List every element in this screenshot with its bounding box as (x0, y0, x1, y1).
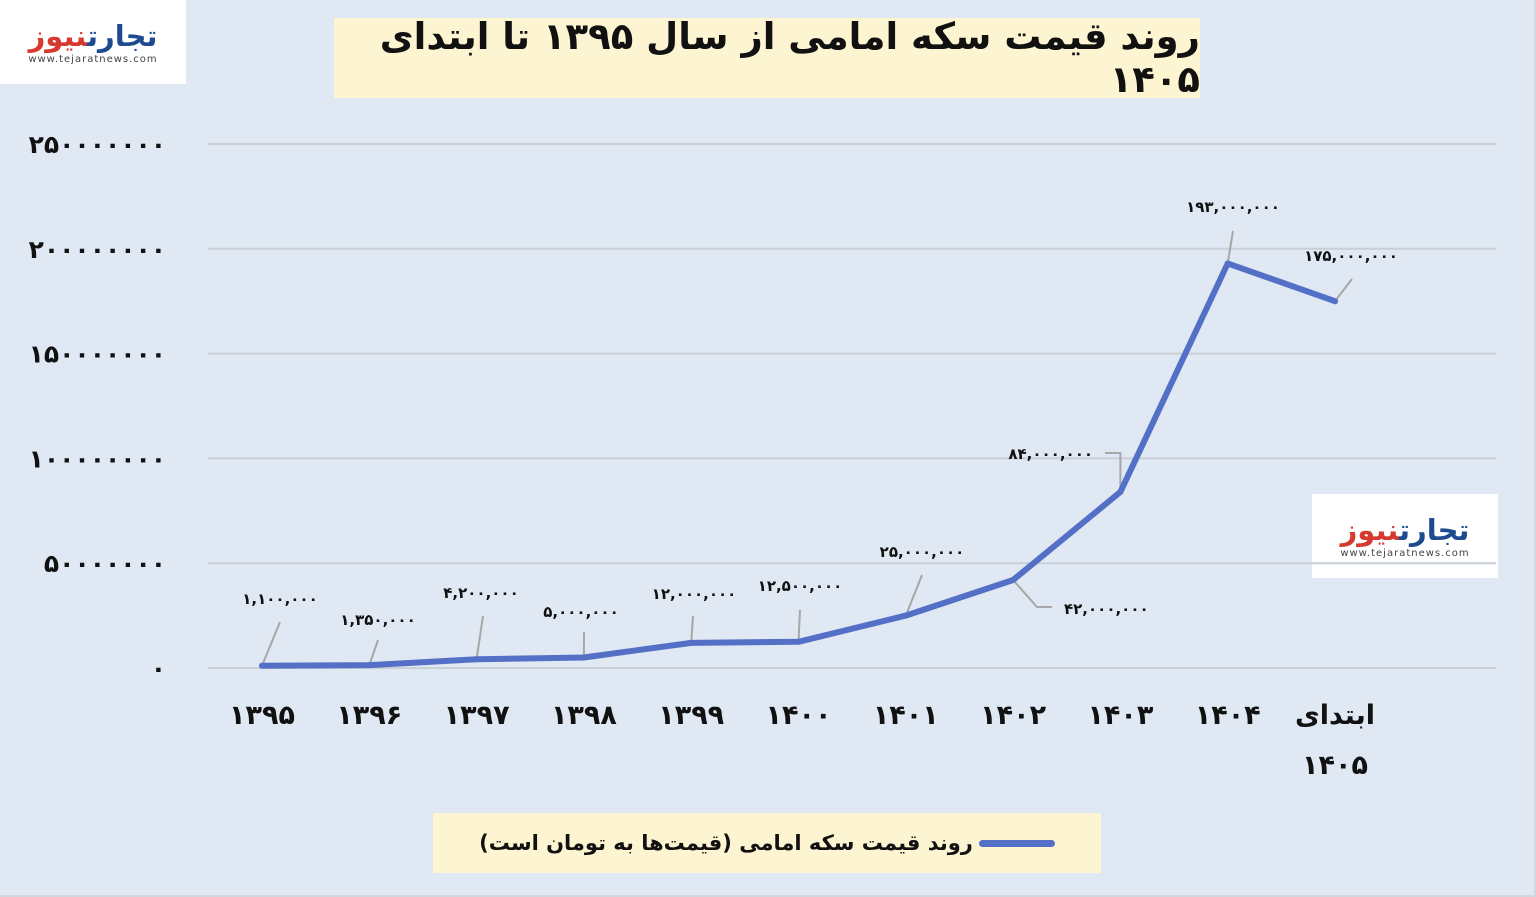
data-label-leader (368, 639, 379, 666)
x-tick-label: ۱۴۰۴ (1195, 700, 1261, 731)
data-label-leader (690, 615, 694, 643)
y-tick-label: ۰ (151, 654, 166, 683)
data-label: ۱,۱۰۰,۰۰۰ (242, 590, 317, 608)
legend-swatch (978, 839, 1055, 847)
logo-name-part1: تجارت (1399, 513, 1470, 547)
data-label: ۴,۲۰۰,۰۰۰ (443, 584, 518, 602)
y-tick-label: ۵۰۰۰۰۰۰۰ (44, 549, 166, 578)
data-point (580, 654, 587, 661)
x-tick-label: ۱۳۹۶ (336, 700, 402, 731)
chart-title-box: روند قیمت سکه امامی از سال ۱۳۹۵ تا ابتدا… (334, 15, 1200, 101)
y-tick-label: ۲۵۰۰۰۰۰۰۰ (29, 130, 166, 159)
x-tick-label: ابتدای (1295, 700, 1375, 731)
y-tick-label: ۱۵۰۰۰۰۰۰۰ (29, 340, 166, 369)
x-tick-label: ۱۳۹۷ (444, 700, 510, 731)
legend-label: روند قیمت سکه امامی (قیمت‌ها به تومان اس… (479, 831, 973, 855)
y-tick-label: ۱۰۰۰۰۰۰۰۰ (29, 444, 166, 473)
data-label-leader (1334, 278, 1353, 302)
logo-top: تجارتنیوز www.tejaratnews.com (0, 0, 186, 84)
series-line (259, 260, 1338, 669)
data-point (259, 662, 265, 669)
legend: روند قیمت سکه امامی (قیمت‌ها به تومان اس… (433, 813, 1101, 873)
data-label-leader (261, 621, 281, 667)
data-label: ۱,۳۵۰,۰۰۰ (340, 611, 415, 629)
logo-name: تجارتنیوز (1341, 513, 1470, 547)
data-label: ۱۹۳,۰۰۰,۰۰۰ (1186, 198, 1280, 216)
data-point (1117, 488, 1124, 495)
data-label-leader (904, 574, 923, 616)
data-point (366, 662, 373, 669)
logo-name-part2: نیوز (28, 19, 88, 53)
x-tick-label: ۱۴۰۰ (766, 700, 832, 731)
data-label-leader (797, 609, 801, 642)
data-label: ۱۲,۰۰۰,۰۰۰ (652, 585, 737, 603)
data-point (688, 639, 695, 646)
data-label: ۱۲,۵۰۰,۰۰۰ (758, 577, 843, 595)
chart-title: روند قیمت سکه امامی از سال ۱۳۹۵ تا ابتدا… (379, 15, 1200, 101)
data-point (795, 638, 802, 645)
x-tick-label: ۱۳۹۵ (229, 700, 295, 731)
logo-url: www.tejaratnews.com (1340, 548, 1470, 559)
data-point (473, 656, 480, 663)
x-tick-label: ۱۴۰۵ (1302, 750, 1368, 781)
data-label: ۵,۰۰۰,۰۰۰ (543, 603, 618, 621)
data-label: ۲۵,۰۰۰,۰۰۰ (880, 543, 965, 561)
data-label-leader (1012, 579, 1052, 608)
logo-name: تجارتنیوز (29, 19, 158, 53)
x-tick-label: ۱۴۰۳ (1087, 700, 1153, 731)
data-label-leader (1105, 452, 1122, 492)
data-label: ۱۷۵,۰۰۰,۰۰۰ (1304, 247, 1398, 265)
logo-name-part1: تجارت (87, 19, 158, 53)
x-tick-label: ۱۴۰۲ (980, 700, 1046, 731)
logo-name-part2: نیوز (1340, 513, 1400, 547)
data-point (1224, 260, 1231, 267)
data-label: ۴۲,۰۰۰,۰۰۰ (1064, 600, 1149, 618)
x-tick-label: ۱۳۹۹ (658, 700, 724, 731)
data-label: ۸۴,۰۰۰,۰۰۰ (1008, 445, 1093, 463)
logo-url: www.tejaratnews.com (28, 54, 158, 65)
data-point (1010, 576, 1017, 583)
data-point (1332, 298, 1338, 305)
data-label-leader (475, 615, 484, 660)
x-tick-label: ۱۴۰۱ (873, 700, 939, 731)
data-point (902, 612, 909, 619)
data-label-leader (1226, 230, 1234, 264)
x-tick-label: ۱۳۹۸ (551, 700, 617, 731)
y-tick-label: ۲۰۰۰۰۰۰۰۰ (29, 235, 166, 264)
